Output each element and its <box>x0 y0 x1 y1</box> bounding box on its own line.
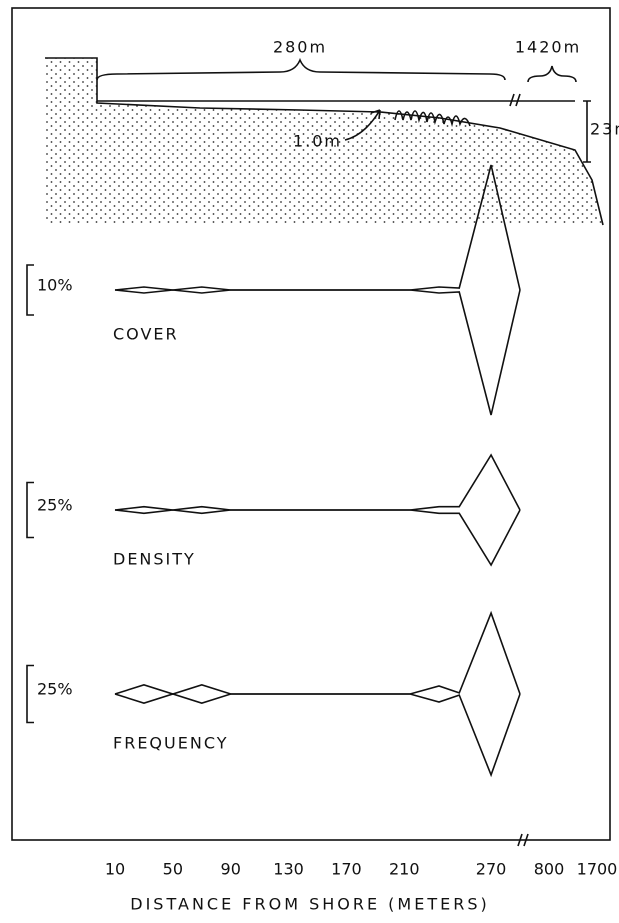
kite-outline <box>114 610 521 695</box>
x-tick-label: 1700 <box>577 860 618 879</box>
x-tick-label: 10 <box>105 860 125 879</box>
x-tick-label: 50 <box>163 860 183 879</box>
scale-label: 25% <box>37 680 73 699</box>
kite-outline <box>114 453 521 511</box>
profile: 280m 1420m 1.0m 23m <box>45 38 619 226</box>
scale-label: 25% <box>37 496 73 515</box>
kite-outline <box>114 289 521 416</box>
panel-label: COVER <box>113 325 179 344</box>
x-tick-label: 210 <box>389 860 420 879</box>
span-label: 1420m <box>515 38 581 57</box>
x-tick-label: 800 <box>534 860 565 879</box>
reef <box>394 110 471 128</box>
depth-label: 23m <box>590 120 619 139</box>
panel-label: FREQUENCY <box>113 734 228 753</box>
x-tick-label: 270 <box>476 860 507 879</box>
depth-label: 1.0m <box>293 132 342 151</box>
kite-outline <box>114 509 521 567</box>
x-tick-label: 170 <box>331 860 362 879</box>
scale-bar <box>26 664 34 724</box>
scale-bar <box>26 264 34 316</box>
axis-break <box>517 833 529 847</box>
frame <box>11 7 611 841</box>
panel-label: DENSITY <box>113 550 196 569</box>
seabed <box>45 58 603 225</box>
span-label: 280m <box>273 38 327 57</box>
arrow <box>344 109 381 141</box>
x-tick-label: 90 <box>221 860 241 879</box>
depth-bar <box>583 100 591 163</box>
scale-label: 10% <box>37 276 73 295</box>
x-tick-label: 130 <box>273 860 304 879</box>
x-axis-title: DISTANCE FROM SHORE (METERS) <box>130 895 489 914</box>
brace <box>96 57 506 81</box>
axis-break <box>509 93 521 107</box>
brace <box>527 65 577 83</box>
kite-outline <box>114 693 521 778</box>
scale-bar <box>26 481 34 539</box>
